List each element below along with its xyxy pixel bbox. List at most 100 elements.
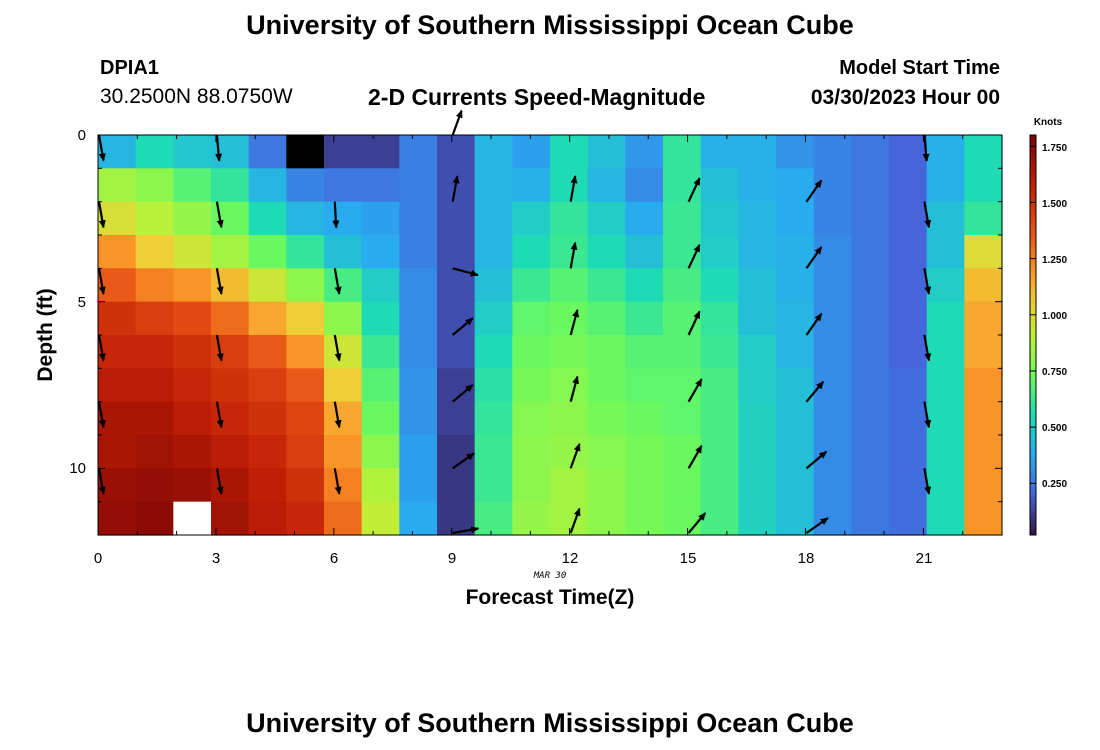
heatmap-cell — [361, 235, 400, 269]
heatmap-cell — [813, 501, 852, 536]
heatmap-cell — [474, 168, 513, 203]
heatmap-cell — [964, 468, 1003, 503]
current-vector-arrow — [97, 401, 106, 429]
current-vector-arrow — [805, 450, 828, 470]
heatmap-cell — [663, 135, 702, 169]
heatmap-cell — [587, 235, 626, 269]
heatmap-cell — [851, 501, 890, 536]
date-label: MAR 30 — [533, 571, 567, 581]
heatmap-cell — [738, 235, 777, 269]
current-vector-arrow — [215, 134, 223, 162]
heatmap-cell — [512, 401, 551, 436]
heatmap-cell — [776, 335, 815, 369]
heatmap-cell — [926, 501, 965, 536]
heatmap-cell — [324, 268, 363, 303]
x-tick-label: 21 — [916, 550, 933, 567]
heatmap-cell — [173, 168, 212, 203]
heatmap-cell — [135, 368, 174, 403]
heatmap-cell — [926, 135, 965, 169]
heatmap-cell — [135, 401, 174, 436]
heatmap-cell — [926, 268, 965, 303]
current-vector-arrow — [687, 444, 703, 469]
heatmap-cell — [211, 168, 250, 203]
heatmap-cell — [851, 401, 890, 436]
heatmap-cell — [211, 435, 250, 469]
x-tick-label: 12 — [562, 550, 579, 567]
heatmap-cell — [437, 235, 476, 269]
heatmap-cell — [776, 301, 815, 336]
heatmap-cell — [173, 368, 212, 403]
heatmap-cell — [926, 301, 965, 336]
heatmap-cell — [98, 235, 137, 269]
current-vector-arrow — [215, 201, 224, 229]
current-vector-arrow — [687, 243, 701, 269]
heatmap-cell — [700, 235, 739, 269]
page-title: University of Southern Mississippi Ocean… — [246, 10, 854, 40]
heatmap-cell — [889, 435, 928, 469]
station-coordinates: 30.2500N 88.0750W — [100, 85, 293, 108]
heatmap-cell — [98, 501, 137, 536]
heatmap-cell — [324, 135, 363, 169]
heatmap-cell — [738, 468, 777, 503]
heatmap-cell — [248, 168, 287, 203]
heatmap-cell — [625, 268, 664, 303]
heatmap-cell — [700, 201, 739, 236]
heatmap-cell — [813, 301, 852, 336]
heatmap-cell — [587, 335, 626, 369]
model-start-value: 03/30/2023 Hour 00 — [810, 86, 1000, 109]
current-vector-arrow — [452, 267, 479, 277]
current-vector-arrow — [97, 268, 106, 295]
current-vector-arrow — [215, 401, 224, 429]
current-vector-arrow — [805, 179, 823, 203]
heatmap-cell — [98, 401, 137, 436]
current-vector-arrow — [923, 334, 932, 362]
current-vector-arrow — [687, 310, 701, 336]
heatmap-cell — [550, 135, 589, 169]
heatmap-cell — [625, 301, 664, 336]
heatmap-cell — [474, 435, 513, 469]
heatmap-cell — [550, 335, 589, 369]
colorbar-tick-label: 0.750 — [1042, 367, 1067, 378]
heatmap-cell — [98, 301, 137, 336]
current-vector-arrow — [333, 401, 342, 429]
heatmap-cell — [437, 135, 476, 169]
x-tick-label: 3 — [212, 550, 220, 567]
heatmap-cell — [926, 201, 965, 236]
current-vector-arrow — [451, 384, 474, 403]
heatmap-cell — [738, 368, 777, 403]
heatmap-cell — [324, 335, 363, 369]
heatmap-cell — [776, 501, 815, 536]
heatmap-cell — [135, 301, 174, 336]
heatmap-cell — [324, 468, 363, 503]
heatmap-cell — [135, 201, 174, 236]
heatmap-cell — [738, 268, 777, 303]
heatmap-cell — [587, 468, 626, 503]
heatmap-cell — [399, 301, 438, 336]
heatmap-cell — [361, 368, 400, 403]
y-axis-label: Depth (ft) — [34, 288, 57, 381]
axis-ticks — [97, 134, 1003, 536]
heatmap-cell — [625, 435, 664, 469]
heatmap-cell — [625, 501, 664, 536]
heatmap-cell — [324, 501, 363, 536]
heatmap-cell — [851, 335, 890, 369]
heatmap-cell — [512, 235, 551, 269]
heatmap-cell — [700, 435, 739, 469]
heatmap-cell — [399, 201, 438, 236]
heatmap-cell — [700, 401, 739, 436]
current-vector-arrow — [97, 468, 106, 495]
heatmap-cell — [399, 168, 438, 203]
current-vector-arrow — [805, 246, 823, 269]
heatmap-cell — [512, 268, 551, 303]
model-start-label: Model Start Time — [839, 57, 1000, 79]
heatmap-cell — [851, 235, 890, 269]
x-tick-label: 15 — [680, 550, 697, 567]
heatmap-cell — [776, 201, 815, 236]
heatmap-cell — [286, 335, 325, 369]
heatmap-cell — [361, 201, 400, 236]
heatmap-cell — [135, 268, 174, 303]
heatmap-cell — [474, 235, 513, 269]
heatmap-cell — [776, 168, 815, 203]
heatmap-cell — [550, 401, 589, 436]
heatmap-cell — [926, 168, 965, 203]
